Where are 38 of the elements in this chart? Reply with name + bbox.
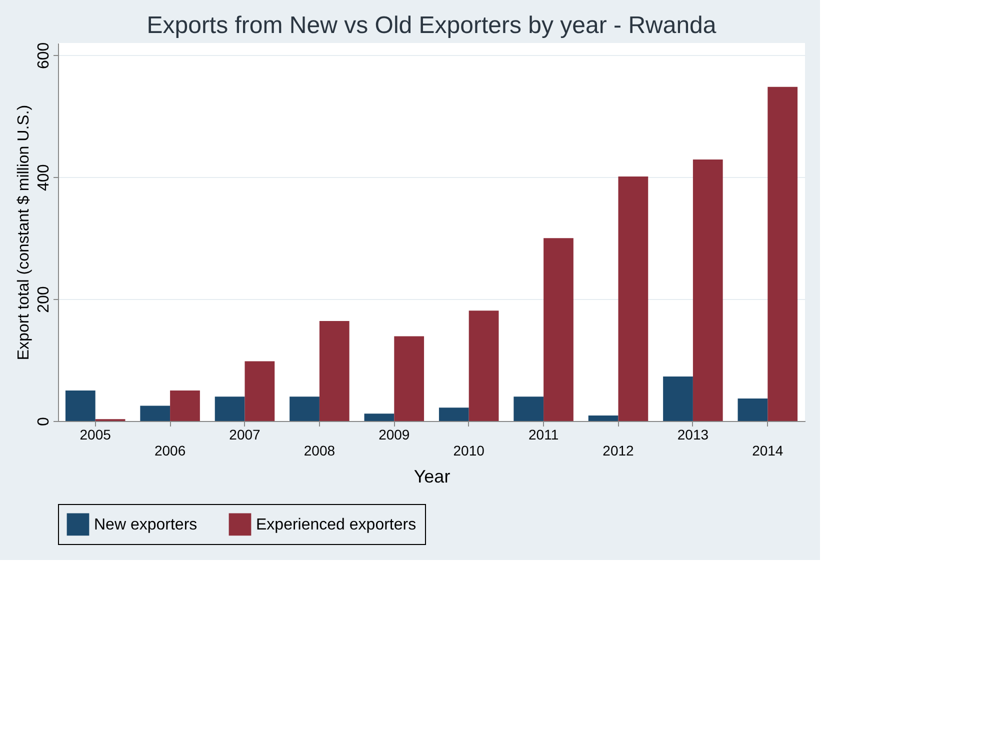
x-tick-label: 2013 <box>677 426 709 442</box>
x-axis-title: Year <box>414 466 450 486</box>
x-tick-label: 2005 <box>80 426 112 442</box>
y-axis-title: Export total (constant $ million U.S.) <box>16 104 32 360</box>
bar <box>290 396 320 421</box>
bar <box>768 86 798 421</box>
bar <box>618 176 648 421</box>
legend-label: New exporters <box>94 516 198 534</box>
bar <box>514 396 544 421</box>
bar <box>170 390 200 421</box>
chart-title: Exports from New vs Old Exporters by year - Rwanda <box>146 12 717 39</box>
bar <box>738 398 768 421</box>
x-tick-label: 2010 <box>453 442 485 458</box>
y-tick-label: 400 <box>36 164 52 191</box>
x-tick-label: 2014 <box>752 442 784 458</box>
x-tick-label: 2006 <box>154 442 186 458</box>
bar <box>214 396 245 421</box>
bar <box>663 376 693 421</box>
bar <box>544 238 574 421</box>
x-tick-label: 2011 <box>528 426 559 442</box>
bar <box>319 321 350 421</box>
y-tick-label: 600 <box>36 42 52 70</box>
x-tick-label: 2012 <box>602 442 634 458</box>
bar <box>140 406 170 421</box>
y-tick-label: 200 <box>36 286 52 313</box>
x-tick-label: 2008 <box>304 442 336 458</box>
x-tick-label: 2009 <box>378 426 410 442</box>
bar <box>65 390 96 421</box>
bar <box>364 414 394 421</box>
bar <box>244 361 275 421</box>
y-tick-label: 0 <box>36 416 52 426</box>
bar <box>438 408 469 421</box>
bar <box>588 416 618 421</box>
bar <box>468 310 499 421</box>
x-tick-label: 2007 <box>229 426 261 442</box>
bar <box>692 159 723 421</box>
bar <box>394 336 424 421</box>
legend-label: Experienced exporters <box>256 516 416 534</box>
